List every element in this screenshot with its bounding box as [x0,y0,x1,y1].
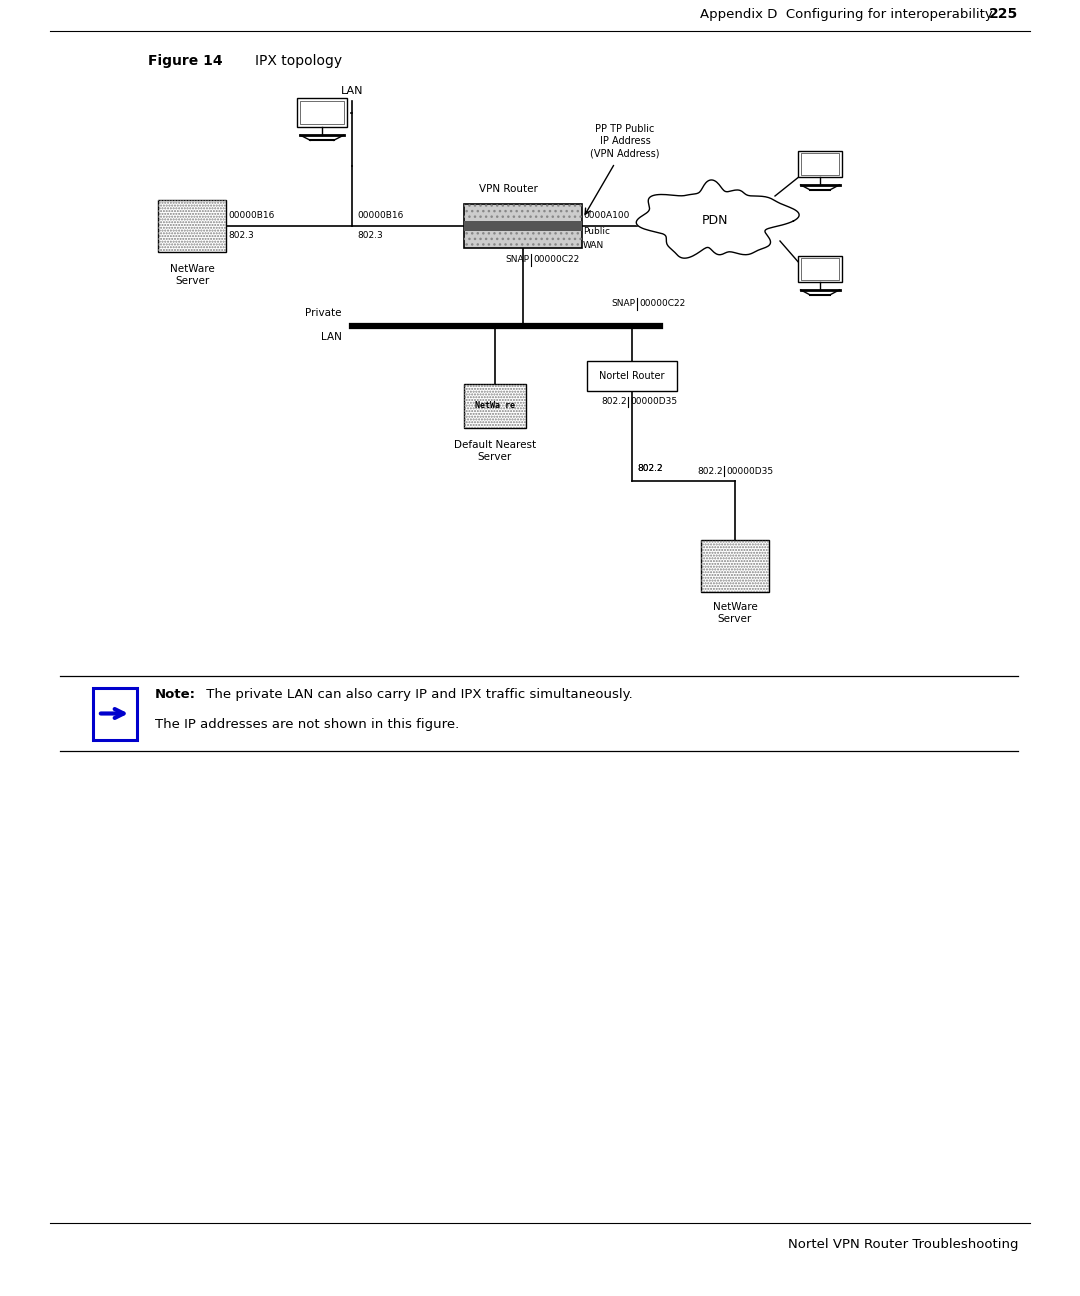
Bar [800,153,839,175]
Text: NetWa re: NetWa re [475,402,515,411]
Text: Note:: Note: [156,688,195,701]
Text: 0000A100: 0000A100 [583,211,630,220]
Text: 802.2: 802.2 [637,464,663,473]
Text: 00000B16: 00000B16 [357,211,403,220]
Bar [297,98,347,127]
Bar [464,384,526,428]
Bar [798,255,842,283]
Bar [464,203,582,248]
Bar [464,384,526,428]
Text: 802.2: 802.2 [637,464,663,473]
Text: Public: Public [583,227,610,236]
Text: LAN: LAN [341,86,363,96]
Bar [158,200,226,251]
Text: 00000D35: 00000D35 [630,398,677,407]
Bar [158,200,226,251]
Text: 00000D35: 00000D35 [726,467,773,476]
Bar [300,101,343,124]
Bar [464,222,582,231]
Text: NetWare
Server: NetWare Server [170,264,214,285]
Text: 802.3: 802.3 [357,231,382,240]
Text: WAN: WAN [583,241,604,250]
Bar [701,540,769,592]
Text: Nortel Router: Nortel Router [599,371,665,381]
Text: VPN Router: VPN Router [478,184,538,194]
Text: PP TP Public
IP Address
(VPN Address): PP TP Public IP Address (VPN Address) [591,123,660,158]
Bar [93,687,137,740]
Text: 00000C22: 00000C22 [639,299,685,308]
Text: Figure 14: Figure 14 [148,54,222,67]
Text: Default Nearest
Server: Default Nearest Server [454,441,536,461]
Bar [588,362,677,391]
Text: SNAP: SNAP [611,299,635,308]
Text: 802.2: 802.2 [602,398,627,407]
Text: LAN: LAN [321,332,342,342]
Polygon shape [636,180,799,258]
Text: Nortel VPN Router Troubleshooting: Nortel VPN Router Troubleshooting [787,1238,1018,1251]
Bar [800,258,839,280]
Text: Appendix D  Configuring for interoperability: Appendix D Configuring for interoperabil… [700,8,993,21]
Text: NetWare
Server: NetWare Server [713,603,757,623]
Text: Private: Private [306,308,342,318]
Text: PDN: PDN [702,215,728,228]
Text: 802.3: 802.3 [228,231,254,240]
Text: 802.2: 802.2 [698,467,723,476]
Text: 00000B16: 00000B16 [228,211,274,220]
Text: 225: 225 [989,6,1018,21]
Bar [798,150,842,178]
Text: The private LAN can also carry IP and IPX traffic simultaneously.: The private LAN can also carry IP and IP… [202,688,633,701]
Text: 00000C22: 00000C22 [534,255,579,264]
Polygon shape [645,180,783,260]
Bar [701,540,769,592]
Text: IPX topology: IPX topology [255,54,342,67]
Text: The IP addresses are not shown in this figure.: The IP addresses are not shown in this f… [156,718,459,731]
Bar [464,203,582,248]
Text: SNAP: SNAP [505,255,529,264]
